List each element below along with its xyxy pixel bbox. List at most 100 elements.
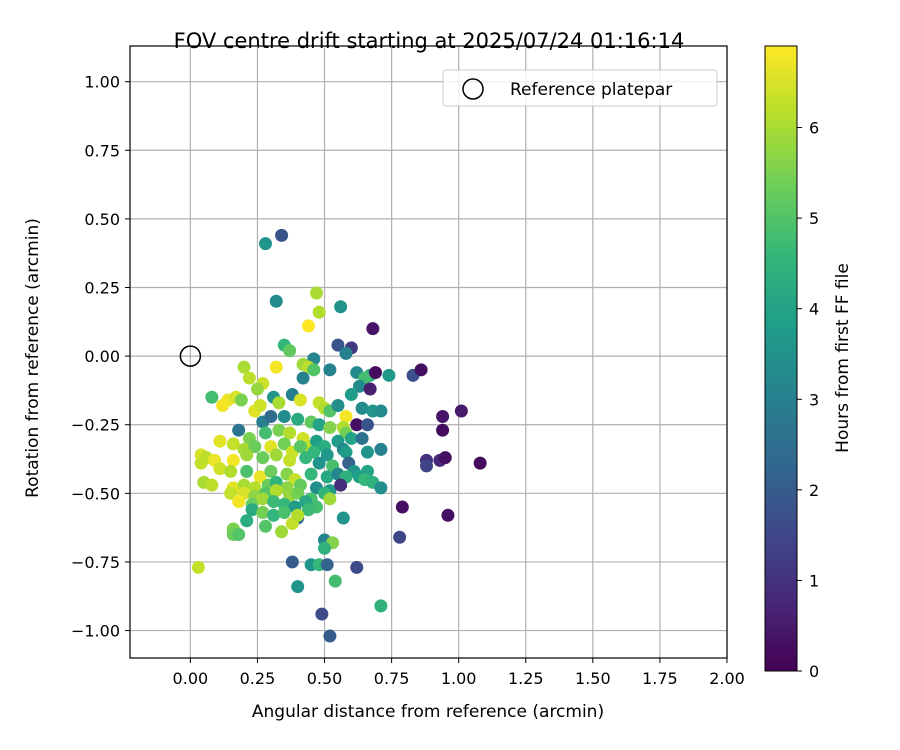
data-point [277, 409, 291, 423]
data-point [315, 607, 329, 621]
x-tick-label: 1.50 [575, 669, 611, 688]
y-tick-label: −0.50 [71, 484, 120, 503]
colorbar-tick-label: 2 [809, 481, 819, 500]
colorbar-scale [764, 45, 798, 672]
data-point [438, 451, 452, 465]
data-point [312, 418, 326, 432]
x-tick-label: 2.00 [709, 669, 745, 688]
data-point [339, 445, 353, 459]
data-point [323, 492, 337, 506]
data-point [334, 478, 348, 492]
data-point [344, 388, 358, 402]
y-tick-label: 0.75 [84, 141, 120, 160]
data-point [301, 319, 315, 333]
data-point [304, 467, 318, 481]
y-tick-label: 0.50 [84, 210, 120, 229]
data-point [250, 382, 264, 396]
data-point [269, 294, 283, 308]
data-point [374, 442, 388, 456]
y-tick-label: −0.25 [71, 416, 120, 435]
data-point [293, 440, 307, 454]
data-point [258, 237, 272, 251]
x-tick-label: 0.00 [173, 669, 209, 688]
data-point [436, 409, 450, 423]
data-point [334, 300, 348, 314]
data-point [307, 363, 321, 377]
data-point [369, 366, 383, 380]
data-point [245, 503, 259, 517]
data-point [277, 506, 291, 520]
data-point [382, 368, 396, 382]
reference-point [179, 345, 202, 367]
data-point [454, 404, 468, 418]
data-point [283, 453, 297, 467]
data-point [226, 453, 240, 467]
data-point [309, 286, 323, 300]
data-point [269, 484, 283, 498]
data-point [296, 371, 310, 385]
data-point [237, 360, 251, 374]
data-point [299, 451, 313, 465]
data-points [191, 228, 487, 643]
data-point [320, 558, 334, 572]
data-point [350, 418, 364, 432]
data-point [240, 464, 254, 478]
data-point [339, 409, 353, 423]
data-point [253, 399, 267, 413]
data-point [264, 464, 278, 478]
chart-title: FOV centre drift starting at 2025/07/24 … [174, 29, 685, 53]
data-point [191, 560, 205, 574]
data-point [312, 456, 326, 470]
data-point [269, 360, 283, 374]
data-point [240, 448, 254, 462]
data-point [213, 462, 227, 476]
data-point [213, 434, 227, 448]
data-point [283, 344, 297, 358]
data-point [234, 393, 248, 407]
data-point [253, 470, 267, 484]
data-point [264, 409, 278, 423]
data-point [331, 338, 345, 352]
data-point [269, 448, 283, 462]
data-point [323, 629, 337, 643]
x-tick-label: 0.25 [240, 669, 276, 688]
data-point [328, 574, 342, 588]
grid-lines [130, 46, 728, 658]
legend: Reference platepar [442, 69, 718, 107]
data-point [473, 456, 487, 470]
data-point [258, 519, 272, 533]
data-point [344, 431, 358, 445]
data-point [374, 404, 388, 418]
legend-marker-icon [462, 78, 484, 100]
data-point [242, 371, 256, 385]
data-point [360, 418, 374, 432]
data-point [248, 440, 262, 454]
data-point [224, 486, 238, 500]
data-point [272, 396, 286, 410]
data-point [393, 530, 407, 544]
y-axis-ticks: −1.00 −0.75 −0.50 −0.25 0.00 0.25 0.50 0.75 1.00 [71, 73, 130, 641]
data-point [374, 599, 388, 613]
data-point [291, 486, 305, 500]
colorbar-tick-label: 6 [809, 119, 819, 138]
colorbar-tick-label: 1 [809, 571, 819, 590]
data-point [256, 451, 270, 465]
x-tick-label: 1.25 [508, 669, 544, 688]
data-point [436, 423, 450, 437]
data-point [256, 492, 270, 506]
data-point [267, 495, 281, 509]
plot-frame [129, 45, 728, 659]
data-point [374, 481, 388, 495]
data-point [350, 560, 364, 574]
colorbar-tick-label: 5 [809, 209, 819, 228]
data-point [272, 423, 286, 437]
y-tick-label: −0.75 [71, 553, 120, 572]
data-point [414, 363, 428, 377]
colorbar-ticks: 0 1 2 3 4 5 6 [797, 119, 819, 681]
data-point [301, 503, 315, 517]
data-point [275, 228, 289, 242]
x-axis-ticks: 0.00 0.25 0.50 0.75 1.00 1.25 1.50 1.75 2.00 [173, 658, 745, 688]
data-point [320, 470, 334, 484]
data-point [275, 525, 289, 539]
